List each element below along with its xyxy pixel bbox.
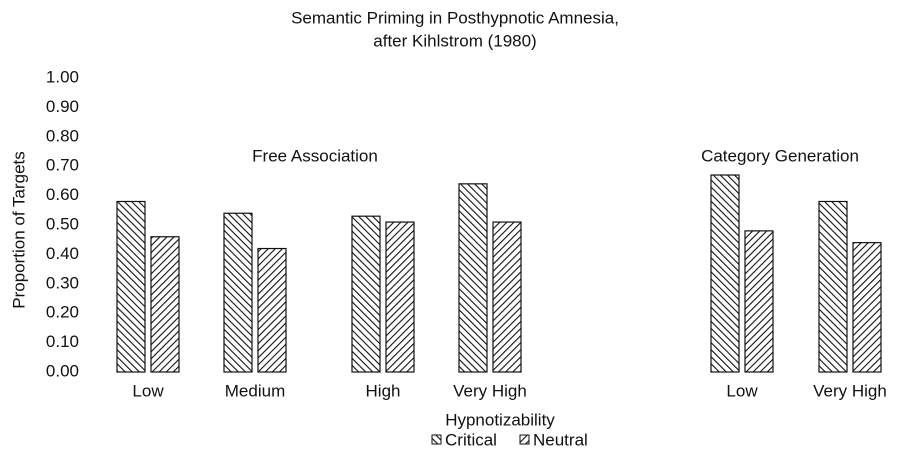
bar [257,247,287,373]
y-tick-label: 0.90 [46,97,79,116]
y-tick-label: 0.70 [46,156,79,175]
bar [458,183,488,373]
bar [818,200,848,373]
x-tick-label: Low [726,381,758,400]
y-tick-label: 0.40 [46,244,79,263]
x-tick-label: High [366,381,401,400]
bar [223,212,253,373]
y-tick-label: 0.10 [46,332,79,351]
y-tick-label: 0.80 [46,126,79,145]
legend-label: Critical [445,430,497,449]
bar [744,230,774,373]
bar [150,236,180,373]
bar [710,174,740,373]
y-tick-label: 0.00 [46,361,79,380]
bar [852,242,882,373]
panel-title: Category Generation [701,146,859,165]
legend-swatch [431,434,442,445]
y-tick-label: 0.60 [46,185,79,204]
legend-swatch [519,434,530,445]
x-tick-label: Medium [225,381,285,400]
y-tick-label: 0.20 [46,303,79,322]
bar [385,221,415,373]
bar [116,200,146,373]
x-tick-label: Low [132,381,164,400]
y-tick-label: 1.00 [46,67,79,86]
x-axis-label: Hypnotizability [445,410,555,429]
chart-title: after Kihlstrom (1980) [373,31,536,50]
x-tick-label: Very High [453,381,527,400]
y-tick-label: 0.50 [46,214,79,233]
bar [351,215,381,373]
legend-label: Neutral [533,430,588,449]
chart-title: Semantic Priming in Posthypnotic Amnesia… [291,8,619,27]
panel-title: Free Association [252,146,378,165]
x-tick-label: Very High [813,381,887,400]
bar [492,221,522,373]
y-axis-label: Proportion of Targets [9,151,28,309]
y-tick-label: 0.30 [46,273,79,292]
